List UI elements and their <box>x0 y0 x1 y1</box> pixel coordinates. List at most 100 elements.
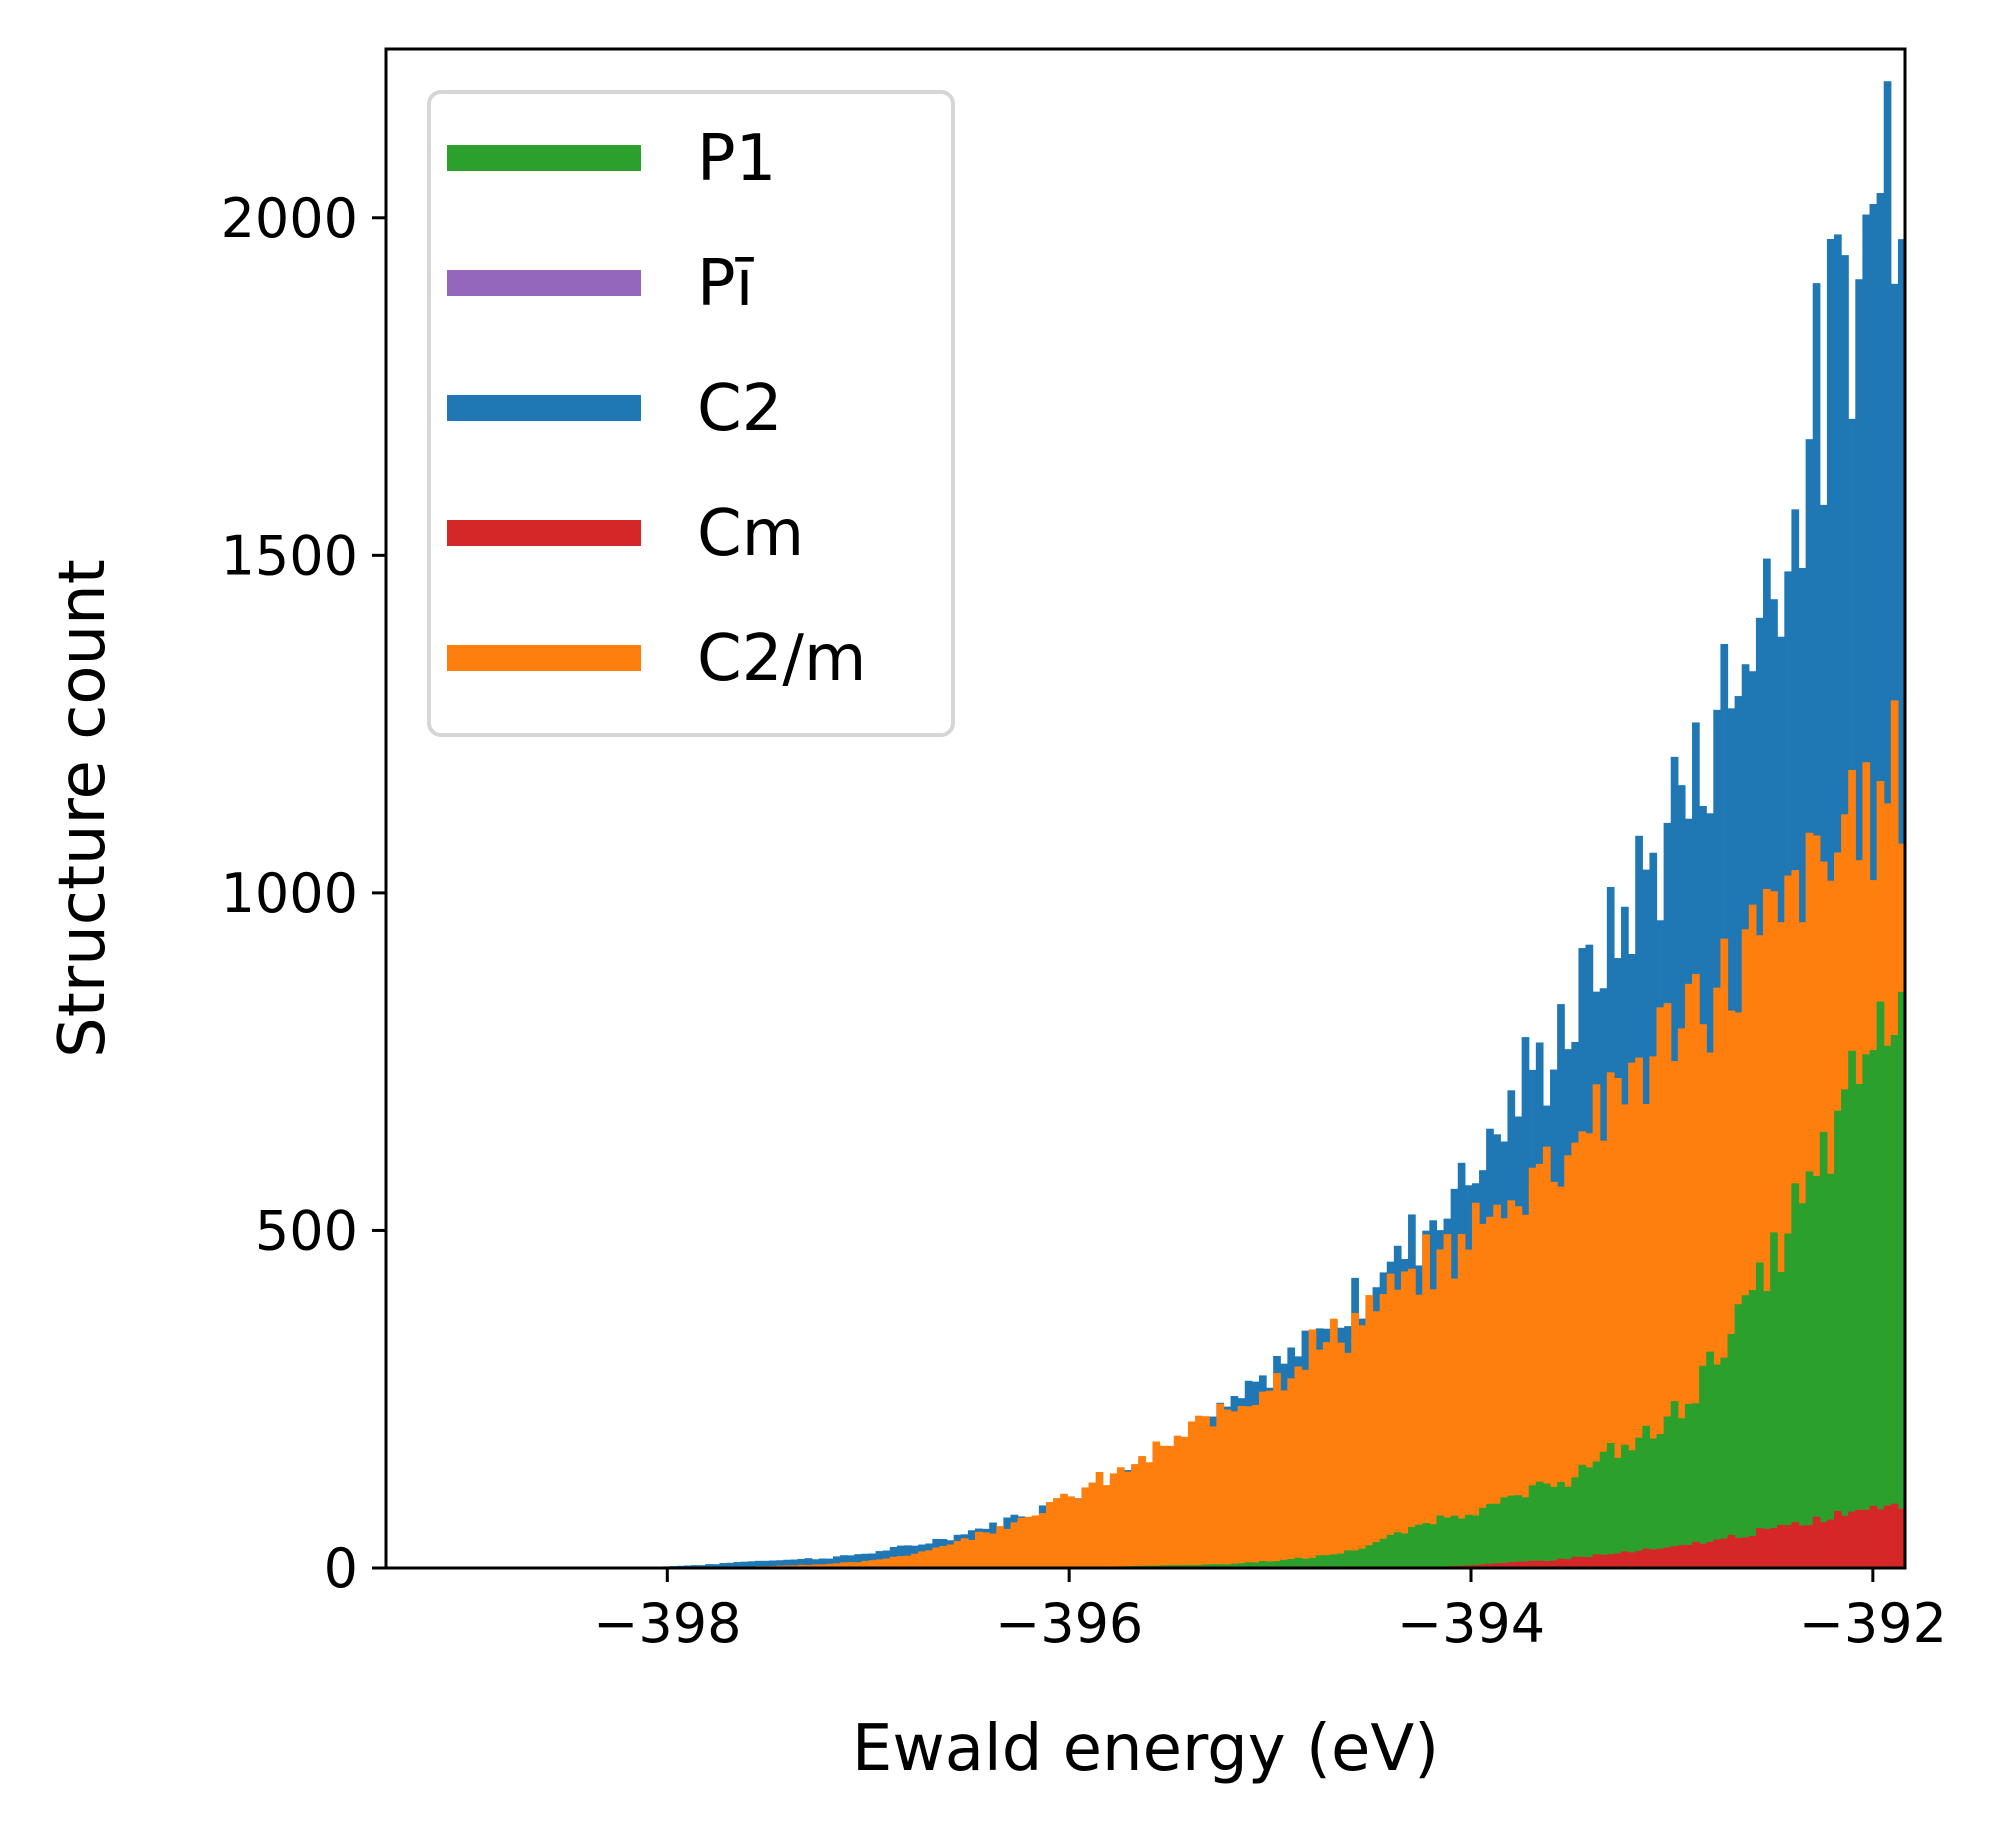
histogram-bar <box>1138 1456 1146 1568</box>
histogram-bar <box>1841 1516 1849 1568</box>
histogram-bar <box>1806 1171 1814 1568</box>
histogram-bar <box>1018 1518 1026 1568</box>
histogram-bar <box>1074 1499 1082 1568</box>
histogram-bar <box>1195 1416 1203 1568</box>
x-tick-label: −392 <box>1799 1592 1947 1655</box>
histogram-bar <box>1855 1084 1863 1568</box>
histogram-bar <box>1862 1510 1870 1568</box>
histogram-bar <box>1813 1517 1821 1568</box>
histogram-bar <box>1323 1342 1331 1568</box>
histogram-bar <box>1096 1472 1104 1568</box>
histogram-bar <box>1465 1515 1473 1568</box>
histogram-bar <box>1571 1477 1579 1568</box>
histogram-bar <box>1664 1416 1672 1568</box>
legend-swatch <box>447 645 641 671</box>
x-tick-label: −398 <box>593 1592 741 1655</box>
histogram-bar <box>1436 1515 1444 1568</box>
histogram-bar <box>1614 1553 1622 1568</box>
histogram-bar <box>947 1545 955 1568</box>
x-axis-label: Ewald energy (eV) <box>852 1712 1439 1786</box>
histogram-bar <box>1777 1525 1785 1568</box>
histogram-bar <box>1060 1494 1068 1568</box>
histogram-bar <box>1664 1547 1672 1568</box>
histogram-bar <box>1373 1542 1381 1568</box>
histogram-bar <box>925 1550 933 1568</box>
histogram-bar <box>1387 1535 1395 1568</box>
histogram-bar <box>1578 1465 1586 1568</box>
histogram-bar <box>1515 1495 1523 1568</box>
histogram-bar <box>1692 1542 1700 1568</box>
histogram-bar <box>1089 1483 1097 1568</box>
histogram-bar <box>1160 1446 1168 1568</box>
histogram-bar <box>1728 1535 1736 1568</box>
histogram-bar <box>1642 1426 1650 1568</box>
histogram-bar <box>1834 1511 1842 1568</box>
histogram-bar <box>1536 1482 1544 1568</box>
histogram-bar <box>1791 1522 1799 1568</box>
histogram-bar <box>1259 1392 1267 1568</box>
histogram-bar <box>939 1546 947 1568</box>
histogram-bar <box>1543 1484 1551 1568</box>
histogram-bar <box>1685 1404 1693 1568</box>
histogram-bar <box>1223 1410 1231 1568</box>
histogram-bar <box>1025 1517 1033 1568</box>
histogram-bar <box>1032 1516 1040 1569</box>
histogram-bar <box>1408 1527 1416 1568</box>
histogram-bar <box>1131 1464 1139 1568</box>
histogram-bar <box>1742 1295 1750 1568</box>
histogram-bar <box>1877 1002 1885 1568</box>
histogram-bar <box>1763 1529 1771 1568</box>
histogram-bar <box>1522 1497 1530 1568</box>
legend-label: C2 <box>697 372 782 446</box>
legend-swatch <box>447 520 641 546</box>
histogram-bar <box>1323 1555 1331 1568</box>
histogram-bar <box>1238 1406 1246 1568</box>
histogram-bar <box>1735 1304 1743 1568</box>
histogram-bar <box>1720 1539 1728 1568</box>
x-tick-label: −394 <box>1397 1592 1545 1655</box>
histogram-bar <box>1862 1054 1870 1568</box>
histogram-bar <box>1145 1462 1153 1568</box>
histogram-bar <box>1380 1539 1388 1568</box>
histogram-bar <box>1309 1558 1317 1568</box>
histogram-bar <box>1039 1513 1047 1568</box>
histogram-bar <box>1770 1528 1778 1568</box>
y-tick-label: 2000 <box>221 187 358 250</box>
y-tick-label: 500 <box>255 1199 358 1262</box>
histogram-bar <box>890 1557 898 1568</box>
histogram-bar <box>968 1540 976 1568</box>
histogram-bar <box>1586 1557 1594 1568</box>
histogram-bar <box>1628 1450 1636 1568</box>
histogram-bar <box>1529 1485 1537 1568</box>
histogram-bar <box>897 1556 905 1568</box>
histogram-bar <box>1884 1046 1892 1568</box>
histogram-bar <box>1330 1554 1338 1568</box>
histogram-bar <box>1614 1458 1622 1568</box>
histogram-bar <box>1394 1290 1402 1568</box>
histogram-bar <box>1671 1546 1679 1568</box>
histogram-bar <box>1593 1554 1601 1568</box>
histogram-bar <box>1266 1391 1274 1568</box>
histogram-bar <box>904 1556 912 1568</box>
histogram-bar <box>1202 1416 1210 1568</box>
histogram-bar <box>932 1548 940 1568</box>
histogram-bar <box>1010 1522 1018 1568</box>
histogram-bar <box>1891 1035 1899 1568</box>
histogram-bar <box>1827 1174 1835 1568</box>
histogram-bar <box>1216 1404 1224 1568</box>
histogram-bar <box>1067 1496 1075 1568</box>
histogram-bar <box>1330 1319 1338 1568</box>
histogram-bar <box>1749 1536 1757 1568</box>
legend-label: Pī <box>697 247 755 321</box>
histogram-bar <box>1621 1551 1629 1568</box>
histogram-bar <box>1358 1549 1366 1568</box>
histogram-bar <box>1848 1512 1856 1568</box>
histogram-bar <box>1706 1352 1714 1568</box>
histogram-bar <box>1422 1523 1430 1568</box>
histogram-bar <box>1344 1550 1352 1568</box>
histogram-bar <box>1209 1426 1217 1568</box>
histogram-bar <box>1706 1542 1714 1568</box>
histogram-bar <box>1444 1518 1452 1568</box>
